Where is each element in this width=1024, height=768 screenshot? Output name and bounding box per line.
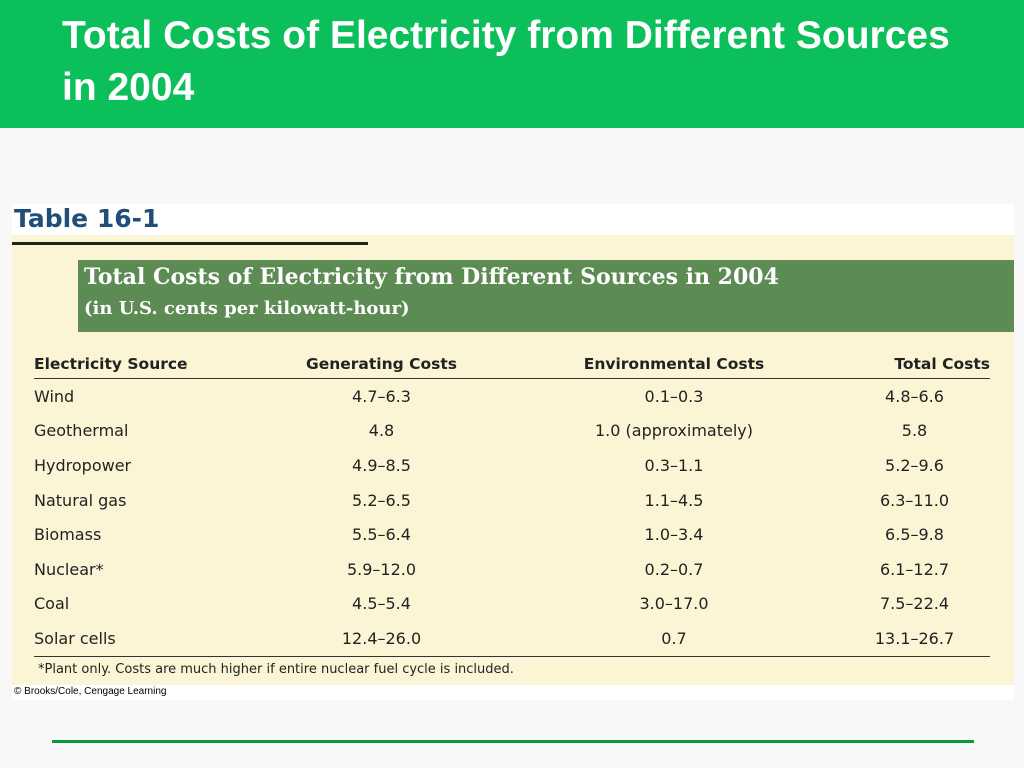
- cell-generating: 4.9–8.5: [352, 455, 411, 475]
- cell-total: 6.1–12.7: [879, 559, 950, 579]
- cell-source: Natural gas: [34, 490, 127, 510]
- table-caption: Total Costs of Electricity from Differen…: [78, 260, 1014, 332]
- cell-total: 7.5–22.4: [879, 594, 950, 614]
- table-row: Natural gas 5.2–6.5 1.1–4.5 6.3–11.0: [34, 483, 990, 518]
- header-total-costs: Total Costs: [839, 350, 990, 379]
- cell-source: Wind: [34, 386, 75, 406]
- table-figure: Table 16-1 Total Costs of Electricity fr…: [12, 204, 1014, 700]
- cell-source: Coal: [34, 594, 70, 614]
- costs-table: Electricity Source Generating Costs Envi…: [34, 350, 990, 657]
- cell-environmental: 0.1–0.3: [644, 386, 704, 406]
- table-row: Solar cells 12.4–26.0 0.7 13.1–26.7: [34, 621, 990, 657]
- cell-environmental: 0.2–0.7: [644, 559, 704, 579]
- slide-header: Total Costs of Electricity from Differen…: [0, 0, 1024, 128]
- cell-total: 5.8: [901, 421, 928, 441]
- cell-total: 4.8–6.6: [885, 386, 944, 406]
- cell-environmental: 1.0 (approximately): [595, 421, 753, 441]
- cell-total: 13.1–26.7: [839, 621, 990, 657]
- table-row: Wind 4.7–6.3 0.1–0.3 4.8–6.6: [34, 379, 990, 414]
- cell-environmental: 0.3–1.1: [644, 455, 704, 475]
- cell-environmental: 1.1–4.5: [644, 490, 704, 510]
- cell-generating: 4.8: [368, 421, 395, 441]
- cell-total: 6.5–9.8: [885, 525, 944, 545]
- table-caption-subtitle: (in U.S. cents per kilowatt-hour): [84, 298, 410, 319]
- bottom-divider: [52, 740, 974, 743]
- table-caption-title: Total Costs of Electricity from Differen…: [84, 264, 779, 290]
- cell-total: 6.3–11.0: [879, 490, 950, 510]
- cell-generating: 4.5–5.4: [352, 594, 411, 614]
- cell-source: Biomass: [34, 525, 102, 545]
- table-row: Geothermal 4.8 1.0 (approximately) 5.8: [34, 414, 990, 449]
- cell-generating: 5.9–12.0: [346, 559, 417, 579]
- table-header-row: Electricity Source Generating Costs Envi…: [34, 350, 990, 379]
- cell-generating: 4.7–6.3: [352, 386, 411, 406]
- cell-generating: 5.2–6.5: [352, 490, 411, 510]
- table-number-rule: [12, 242, 368, 245]
- header-environmental-costs: Environmental Costs: [509, 350, 839, 379]
- header-electricity-source: Electricity Source: [34, 350, 254, 379]
- cell-source: Hydropower: [34, 455, 132, 475]
- slide-title: Total Costs of Electricity from Differen…: [62, 14, 950, 109]
- table-row: Biomass 5.5–6.4 1.0–3.4 6.5–9.8: [34, 517, 990, 552]
- table-row: Coal 4.5–5.4 3.0–17.0 7.5–22.4: [34, 587, 990, 622]
- table-row: Nuclear* 5.9–12.0 0.2–0.7 6.1–12.7: [34, 552, 990, 587]
- cell-generating: 5.5–6.4: [352, 525, 411, 545]
- copyright-credit: © Brooks/Cole, Cengage Learning: [14, 686, 167, 697]
- cell-source: Nuclear*: [34, 559, 104, 579]
- cell-environmental: 3.0–17.0: [639, 594, 709, 614]
- cell-source: Solar cells: [34, 621, 254, 657]
- cell-generating: 12.4–26.0: [254, 621, 509, 657]
- table-footnote: *Plant only. Costs are much higher if en…: [38, 662, 514, 677]
- cell-total: 5.2–9.6: [885, 455, 944, 475]
- table-row: Hydropower 4.9–8.5 0.3–1.1 5.2–9.6: [34, 448, 990, 483]
- cell-environmental: 1.0–3.4: [644, 525, 704, 545]
- header-generating-costs: Generating Costs: [254, 350, 509, 379]
- cell-source: Geothermal: [34, 421, 129, 441]
- cell-environmental: 0.7: [509, 621, 839, 657]
- table-number: Table 16-1: [14, 204, 160, 233]
